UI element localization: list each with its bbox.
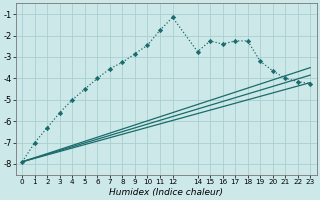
X-axis label: Humidex (Indice chaleur): Humidex (Indice chaleur) <box>109 188 223 197</box>
